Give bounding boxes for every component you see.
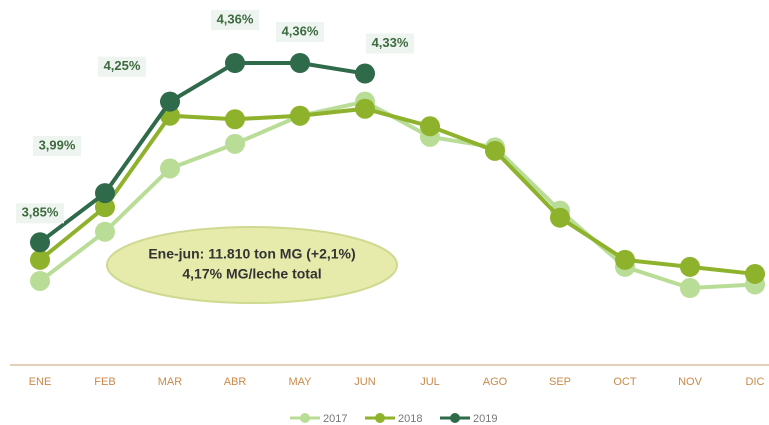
data-point [680, 278, 700, 298]
data-point [355, 98, 375, 119]
series-line [38, 61, 366, 244]
x-tick-label: AGO [483, 376, 508, 388]
data-point [225, 133, 245, 154]
legend-marker [300, 413, 310, 423]
data-label-bg [366, 33, 414, 54]
data-point [30, 270, 50, 291]
data-label: 4,36% [282, 23, 319, 38]
data-point [420, 116, 440, 137]
data-label-bg [16, 203, 64, 224]
x-tick-label: JUN [354, 376, 375, 388]
data-point [160, 91, 180, 112]
data-point [225, 109, 245, 130]
x-tick-label: NOV [678, 376, 703, 388]
data-point [290, 53, 310, 73]
x-tick-label: ENE [29, 376, 52, 388]
data-label: 4,25% [104, 58, 141, 73]
data-point [95, 183, 115, 204]
data-label: 3,99% [39, 138, 76, 153]
legend-label: 2019 [473, 413, 497, 425]
legend-label: 2018 [398, 413, 422, 425]
data-point [95, 197, 115, 218]
data-point [550, 207, 570, 228]
legend-marker [375, 413, 385, 423]
legend-marker [450, 413, 460, 423]
x-tick-label: SEP [549, 376, 571, 388]
data-label: 3,85% [22, 205, 59, 220]
data-point [355, 63, 375, 84]
x-tick-label: JUL [420, 376, 440, 388]
data-point [30, 232, 50, 253]
data-label: 4,36% [217, 11, 254, 26]
x-tick-label: FEB [94, 376, 115, 388]
data-label-bg [33, 136, 81, 157]
x-tick-label: ABR [224, 376, 247, 388]
data-point [745, 263, 765, 284]
data-label-bg [98, 56, 146, 77]
data-point [225, 53, 245, 73]
data-point [485, 140, 505, 161]
series-line [38, 106, 756, 276]
data-point [290, 105, 310, 126]
data-point [615, 249, 635, 270]
x-tick-label: MAY [288, 376, 312, 388]
legend-label: 2017 [323, 413, 347, 425]
data-label-bg [211, 10, 259, 30]
data-point [95, 221, 115, 242]
x-tick-label: DIC [746, 376, 765, 388]
x-tick-label: MAR [158, 376, 183, 388]
annotation: Ene-jun: 11.810 ton MG (+2,1%) [148, 246, 355, 262]
annotation-bubble [106, 226, 398, 304]
data-point [680, 256, 700, 277]
annotation: 4,17% MG/leche total [182, 266, 321, 282]
data-point [30, 249, 50, 270]
data-point [160, 158, 180, 179]
data-label: 4,33% [372, 35, 409, 50]
data-label-bg [276, 22, 324, 42]
x-tick-label: OCT [613, 376, 637, 388]
